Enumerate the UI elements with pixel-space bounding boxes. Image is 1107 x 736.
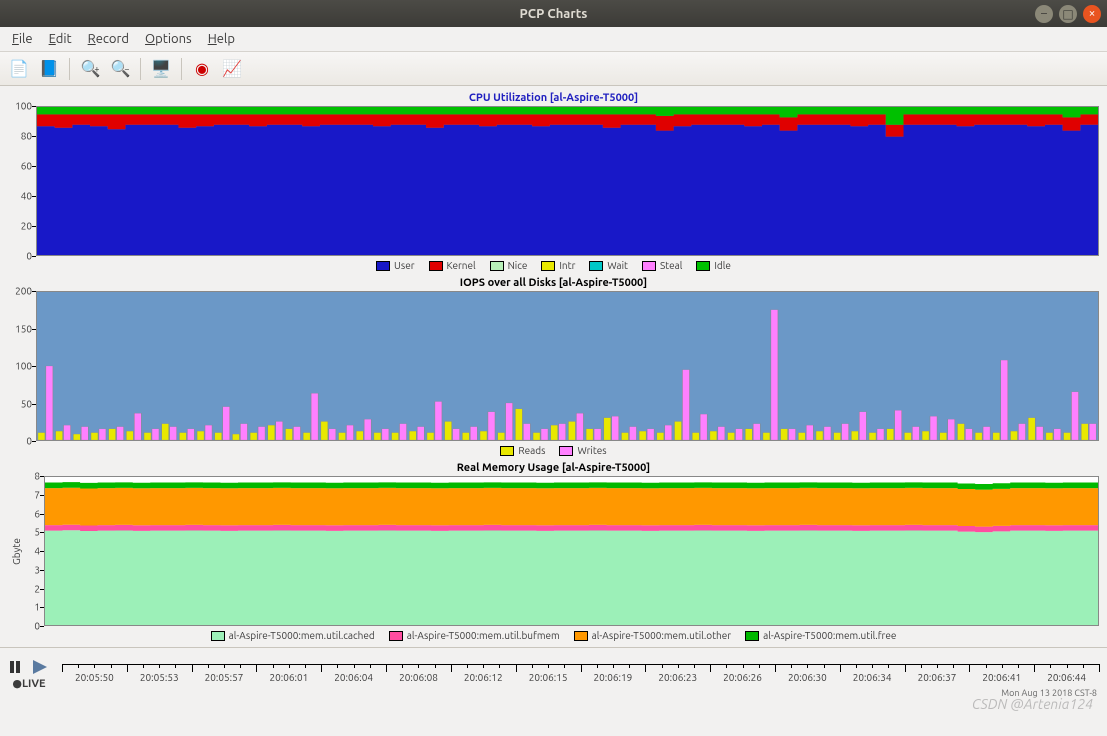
menu-options[interactable]: Options	[139, 30, 198, 48]
record-button[interactable]: ◉	[189, 56, 215, 82]
window-titlebar: PCP Charts – □ ×	[0, 0, 1107, 27]
record-chart-button[interactable]: 📈	[219, 56, 245, 82]
cpu-legend: UserKernelNiceIntrWaitStealIdle	[8, 260, 1099, 271]
iops-plot[interactable]	[36, 291, 1099, 441]
cpu-yaxis: 020406080100	[8, 106, 36, 256]
menu-file[interactable]: File	[6, 30, 39, 48]
iops-chart: 050100150200	[8, 291, 1099, 441]
mem-ylabel: Gbyte	[8, 476, 24, 626]
mem-chart: Gbyte 012345678	[8, 476, 1099, 626]
live-label: LIVE	[22, 678, 46, 690]
toolbar: 📄 📘 🔍+ 🔍− 🖥️ ◉ 📈	[0, 52, 1107, 86]
timeline: ●LIVE Mon Aug 13 2018 CST-8 20:05:5020:0…	[0, 647, 1107, 699]
close-button[interactable]: ×	[1083, 5, 1101, 23]
watermark: CSDN @Artenia124	[972, 696, 1093, 712]
menu-edit[interactable]: Edit	[43, 30, 78, 48]
separator	[140, 58, 141, 80]
minimize-button[interactable]: –	[1035, 5, 1053, 23]
new-tab-button[interactable]: 📄	[6, 56, 32, 82]
cpu-plot[interactable]	[36, 106, 1099, 256]
live-indicator[interactable]: ●LIVE	[2, 650, 56, 697]
mem-legend: al-Aspire-T5000:mem.util.cachedal-Aspire…	[8, 630, 1099, 641]
zoom-out-button[interactable]: 🔍−	[107, 56, 133, 82]
charts-container: CPU Utilization [al-Aspire-T5000] 020406…	[0, 86, 1107, 641]
zoom-in-button[interactable]: 🔍+	[77, 56, 103, 82]
separator	[69, 58, 70, 80]
cpu-chart-title: CPU Utilization [al-Aspire-T5000]	[8, 92, 1099, 104]
time-axis[interactable]: Mon Aug 13 2018 CST-8 20:05:5020:05:5320…	[62, 650, 1099, 697]
snapshot-button[interactable]: 🖥️	[148, 56, 174, 82]
window-buttons: – □ ×	[1035, 5, 1101, 23]
window-title: PCP Charts	[0, 7, 1107, 21]
open-view-button[interactable]: 📘	[36, 56, 62, 82]
maximize-button[interactable]: □	[1059, 5, 1077, 23]
iops-yaxis: 050100150200	[8, 291, 36, 441]
menu-record[interactable]: Record	[82, 30, 135, 48]
cpu-chart: 020406080100	[8, 106, 1099, 256]
mem-chart-title: Real Memory Usage [al-Aspire-T5000]	[8, 462, 1099, 474]
menu-help[interactable]: Help	[202, 30, 241, 48]
mem-yaxis: 012345678	[24, 476, 44, 626]
separator	[181, 58, 182, 80]
iops-chart-title: IOPS over all Disks [al-Aspire-T5000]	[8, 277, 1099, 289]
menubar: File Edit Record Options Help	[0, 27, 1107, 52]
iops-legend: ReadsWrites	[8, 445, 1099, 456]
mem-plot[interactable]	[44, 476, 1099, 626]
